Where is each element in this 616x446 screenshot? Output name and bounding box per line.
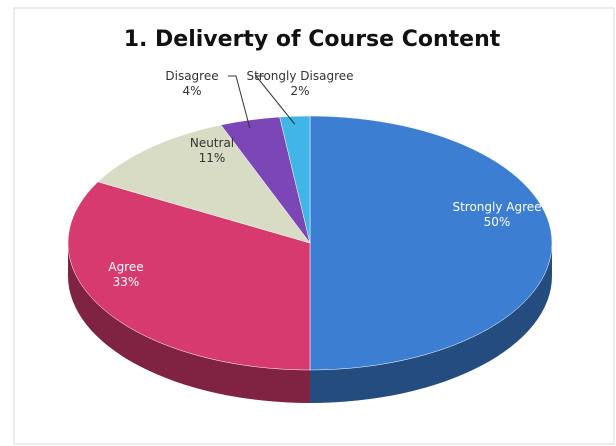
slice-name: Strongly Agree <box>452 200 541 214</box>
slice-name: Neutral <box>190 136 234 150</box>
slice-label: Strongly Disagree 2% <box>246 69 353 98</box>
slice-name: Agree <box>108 260 143 274</box>
leader-line <box>228 75 251 129</box>
pie-sides <box>68 243 552 403</box>
slice-label: Disagree 4% <box>165 69 218 98</box>
slice-label: Agree 33% <box>108 260 143 289</box>
slice-side <box>310 243 552 403</box>
slice <box>67 181 311 371</box>
slice-label: Strongly Agree 50% <box>452 200 541 229</box>
leader-line <box>254 75 296 125</box>
slice-name: Disagree <box>165 69 218 83</box>
slice-side <box>68 243 310 403</box>
slice <box>97 124 311 244</box>
slice <box>279 115 311 244</box>
slice-value: 50% <box>484 215 511 229</box>
slice-value: 33% <box>113 275 140 289</box>
pie-labels: Strongly Agree 50% Agree 33% Neutral 11% Disag… <box>108 69 541 289</box>
chart-title: 1. Deliverty of Course Content <box>124 27 501 52</box>
slice <box>309 115 553 371</box>
pie-tops <box>67 115 553 371</box>
slice-value: 2% <box>290 84 309 98</box>
slice-value: 11% <box>199 151 226 165</box>
slice-label: Neutral 11% <box>190 136 234 165</box>
slice-value: 4% <box>182 84 201 98</box>
slice-name: Strongly Disagree <box>246 69 353 83</box>
